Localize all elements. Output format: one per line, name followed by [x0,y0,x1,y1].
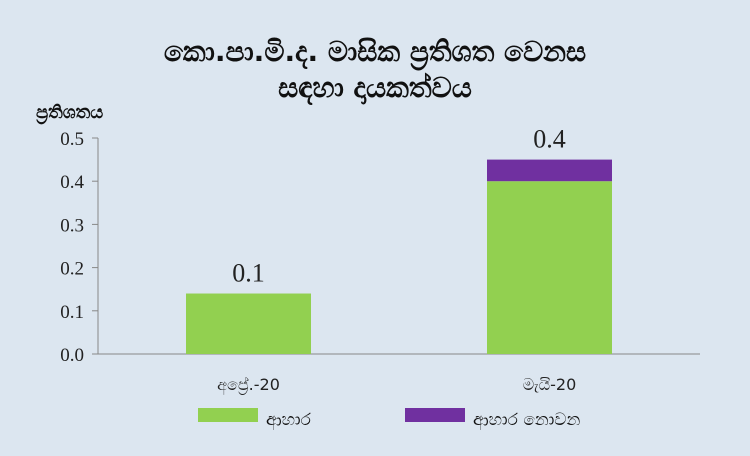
y-tick-label: 0.2 [60,259,84,280]
bar-food-2 [487,181,612,354]
y-tick-label: 0.4 [60,172,84,193]
legend-label-2: ආහාර නොවන [473,410,581,431]
data-label: 0.1 [232,259,265,288]
chart-title-line-1: කො.පා.මි.ද. මාසික ප්‍රතිශත වෙනස [163,35,587,68]
legend-swatch-2 [405,408,465,422]
y-tick-label: 0.0 [60,345,84,366]
y-tick-label: 0.1 [60,302,84,323]
y-tick-label: 0.3 [60,215,84,236]
bar-non-food-2 [487,159,612,182]
legend-swatch-1 [198,408,258,422]
chart-title-line-2: සඳහා දායකත්වය [278,71,472,104]
y-tick-label: 0.5 [60,129,84,150]
x-category-label: මැයි-20 [523,375,577,394]
y-axis-label: ප්‍රතිශතය [36,102,103,124]
x-category-label: අප්‍රේ.-20 [217,375,280,395]
legend-label-1: ආහාර [266,410,312,431]
data-label: 0.4 [533,125,566,154]
bar-food-1 [186,293,311,354]
